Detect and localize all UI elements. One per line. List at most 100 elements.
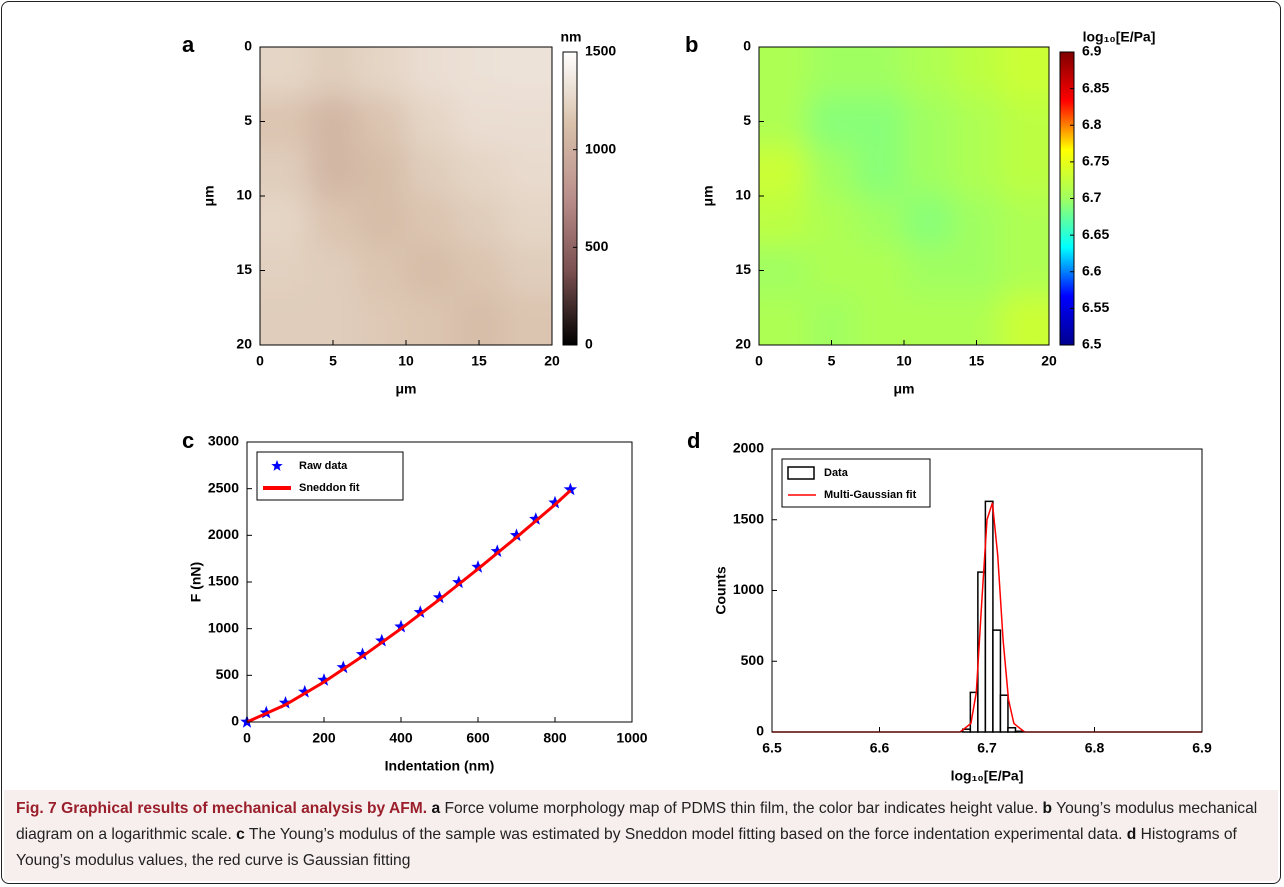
- colorbar-tick-label: 0: [585, 336, 593, 352]
- heatmap-clip: [260, 47, 552, 345]
- data-point: [452, 575, 466, 589]
- x-tick-label: 600: [466, 730, 490, 746]
- panel-letter: b: [685, 32, 698, 57]
- heatmap-cell: [406, 96, 456, 148]
- x-tick-label: 10: [398, 353, 414, 369]
- y-axis-label: Counts: [713, 566, 729, 614]
- y-axis-label: F (nN): [188, 562, 204, 602]
- heatmap-cell: [357, 47, 407, 98]
- heatmap-cell: [952, 295, 1002, 345]
- heatmap-cell: [807, 295, 857, 345]
- heatmap-cell: [454, 47, 505, 98]
- x-tick-label: 15: [969, 353, 985, 369]
- data-point: [413, 605, 427, 618]
- heatmap-cell: [904, 196, 954, 247]
- panel-letter: d: [687, 428, 700, 453]
- heatmap-cell: [454, 96, 505, 148]
- y-axis-label: μm: [700, 185, 716, 206]
- caption-part-text: Young’s modulus mechanical diagram on a …: [16, 800, 1258, 843]
- y-tick-label: 0: [231, 713, 239, 729]
- heatmap-cell: [904, 295, 954, 345]
- colorbar-tick-label: 1000: [585, 140, 616, 156]
- colorbar-tick-label: 6.65: [1082, 226, 1109, 242]
- y-tick-label: 0: [756, 723, 764, 739]
- y-tick-label: 3000: [208, 433, 239, 449]
- x-tick-label: 0: [256, 353, 264, 369]
- caption-title: Graphical results of mechanical analysis…: [61, 800, 428, 817]
- data-point: [298, 684, 312, 698]
- colorbar-label: nm: [561, 29, 582, 45]
- y-tick-label: 20: [236, 336, 252, 352]
- heatmap-cell: [807, 196, 857, 247]
- x-axis-label: μm: [893, 381, 914, 397]
- heatmap-cell: [952, 47, 1002, 98]
- legend-swatch: [787, 466, 815, 480]
- heatmap-cell: [904, 245, 954, 297]
- caption: Fig. 7 Graphical results of mechanical a…: [4, 790, 1278, 881]
- heatmap-cell: [454, 146, 505, 197]
- heatmap-cell: [308, 146, 359, 197]
- data-point: [471, 560, 485, 573]
- heatmap-cell: [308, 96, 359, 148]
- heatmap-cell: [454, 196, 505, 247]
- data-point: [548, 495, 562, 509]
- caption-part-text: Histograms of Young’s modulus values, th…: [16, 826, 1237, 869]
- data-point: [490, 544, 504, 557]
- y-tick-label: 0: [244, 38, 252, 54]
- x-tick-label: 20: [544, 353, 560, 369]
- caption-part-text: Force volume morphology map of PDMS thin…: [444, 800, 1039, 817]
- legend-box: [256, 451, 404, 501]
- heatmap-cell: [503, 245, 552, 297]
- heatmap-cell: [406, 146, 456, 197]
- heatmap-cell: [1000, 47, 1049, 98]
- y-tick-label: 2000: [733, 440, 764, 456]
- y-tick-label: 1000: [208, 619, 239, 635]
- heatmap-cell: [357, 295, 407, 345]
- axes-frame: [246, 441, 633, 723]
- heatmap-cell: [759, 245, 809, 297]
- histogram-bar: [1007, 727, 1017, 733]
- x-tick-label: 1000: [616, 730, 647, 746]
- colorbar-tick-label: 6.55: [1082, 299, 1109, 315]
- heatmap-cell: [406, 245, 456, 297]
- y-tick-label: 15: [735, 261, 751, 277]
- heatmap-cell: [308, 295, 359, 345]
- y-tick-label: 15: [236, 261, 252, 277]
- y-tick-label: 1000: [733, 581, 764, 597]
- histogram-bar: [992, 629, 1002, 733]
- y-tick-label: 5: [244, 112, 252, 128]
- heatmap-cell: [759, 96, 809, 148]
- caption-part-letter: b: [1042, 800, 1053, 817]
- heatmap-cell: [308, 47, 359, 98]
- heatmap-cell: [855, 146, 905, 197]
- x-tick-label: 6.7: [977, 740, 997, 756]
- heatmap-cell: [260, 47, 310, 98]
- y-tick-label: 500: [741, 652, 765, 668]
- caption-part-letter: c: [236, 826, 245, 843]
- y-tick-label: 1500: [733, 510, 764, 526]
- heatmap-cell: [454, 295, 505, 345]
- data-point: [278, 696, 293, 709]
- caption-part-letter: a: [431, 800, 441, 817]
- colorbar-label: log₁₀[E/Pa]: [1083, 29, 1156, 45]
- heatmap-cell: [759, 295, 809, 345]
- histogram-bar: [969, 691, 979, 733]
- panel-letter: c: [182, 428, 194, 453]
- heatmap-cell: [855, 295, 905, 345]
- legend-label: Raw data: [299, 460, 348, 472]
- colorbar-tick-label: 1500: [585, 43, 616, 59]
- x-tick-label: 6.9: [1192, 740, 1212, 756]
- data-point: [336, 660, 350, 674]
- fit-line: [246, 489, 572, 724]
- heatmap-cell: [260, 295, 310, 345]
- y-tick-label: 500: [216, 666, 240, 682]
- heatmap-cell: [1000, 96, 1049, 148]
- heatmap-cell: [260, 96, 310, 148]
- colorbar-tick-label: 6.6: [1082, 262, 1102, 278]
- heatmap-cell: [503, 146, 552, 197]
- heatmap-cell: [357, 146, 407, 197]
- heatmap-cell: [260, 146, 310, 197]
- y-tick-label: 10: [735, 187, 751, 203]
